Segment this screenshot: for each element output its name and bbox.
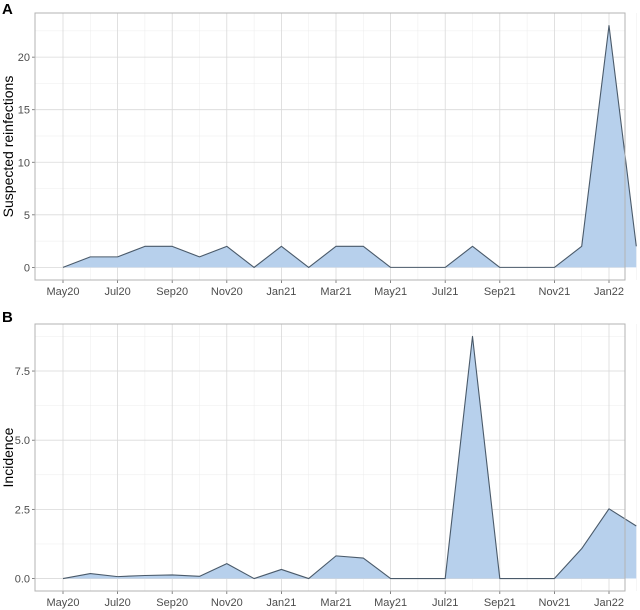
panel-a: May20 Jul20 Sep20 Nov20 Jan21 Mar21 May21 Jul21… bbox=[0, 1, 637, 298]
y-axis-title: Suspected reinfections bbox=[0, 76, 16, 218]
x-tick-label: Sep21 bbox=[484, 286, 516, 298]
area-fill bbox=[63, 25, 637, 268]
panel-letter: A bbox=[2, 1, 13, 18]
y-tick-label: 7.5 bbox=[15, 366, 30, 378]
y-tick-label: 2.5 bbox=[15, 504, 30, 516]
panel-letter: B bbox=[2, 309, 13, 326]
x-tick-label: Nov20 bbox=[211, 597, 243, 609]
x-tick-label: Sep21 bbox=[484, 597, 516, 609]
x-tick-label: Jul20 bbox=[104, 286, 130, 298]
y-tick-label: 0 bbox=[24, 262, 30, 274]
y-tick-label: 15 bbox=[18, 105, 30, 117]
series-line bbox=[62, 25, 637, 268]
y-tick-label: 5 bbox=[24, 210, 30, 222]
x-tick-label: Nov20 bbox=[211, 286, 243, 298]
y-tick-label: 5.0 bbox=[15, 435, 30, 447]
panel-border bbox=[34, 323, 626, 592]
x-tick-label: Nov21 bbox=[539, 286, 571, 298]
x-tick-label: Jul21 bbox=[432, 286, 458, 298]
panel-border bbox=[34, 12, 626, 281]
series-line bbox=[62, 335, 637, 580]
y-axis-title: Incidence bbox=[0, 427, 16, 487]
x-tick-label: Sep20 bbox=[156, 597, 188, 609]
x-tick-label: Jul21 bbox=[432, 597, 458, 609]
x-tick-label: Jan22 bbox=[594, 597, 624, 609]
y-tick-label: 20 bbox=[18, 52, 30, 64]
x-tick-label: Nov21 bbox=[539, 597, 571, 609]
x-tick-label: Jan21 bbox=[266, 286, 296, 298]
x-tick-label: Jan21 bbox=[266, 597, 296, 609]
x-tick-label: Sep20 bbox=[156, 286, 188, 298]
x-tick-label: Mar21 bbox=[320, 597, 351, 609]
area-fill bbox=[63, 336, 637, 579]
x-tick-label: May20 bbox=[46, 286, 79, 298]
y-tick-label: 10 bbox=[18, 157, 30, 169]
x-tick-label: Jul20 bbox=[104, 597, 130, 609]
x-tick-label: May20 bbox=[46, 597, 79, 609]
x-tick-label: May21 bbox=[374, 597, 407, 609]
panel-b: May20 Jul20 Sep20 Nov20 Jan21 Mar21 May21 Jul21… bbox=[0, 309, 637, 609]
x-tick-label: Mar21 bbox=[320, 286, 351, 298]
y-tick-label: 0.0 bbox=[15, 574, 30, 586]
x-tick-label: Jan22 bbox=[594, 286, 624, 298]
x-tick-label: May21 bbox=[374, 286, 407, 298]
